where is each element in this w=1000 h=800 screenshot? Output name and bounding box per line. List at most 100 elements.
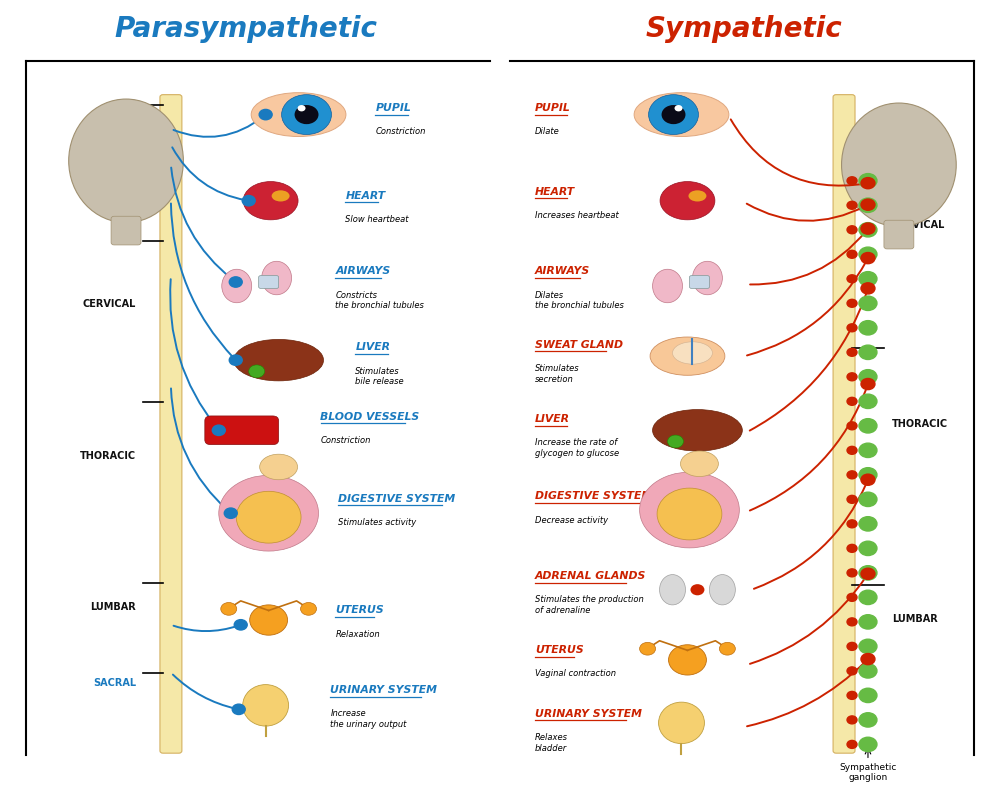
Circle shape [847, 275, 857, 282]
Text: Dilate: Dilate [535, 127, 560, 136]
Circle shape [861, 474, 875, 486]
Text: LUMBAR: LUMBAR [892, 614, 938, 624]
Text: LUMBAR: LUMBAR [90, 602, 136, 612]
Circle shape [847, 422, 857, 430]
Text: Sympathetic
ganglion: Sympathetic ganglion [839, 762, 897, 782]
Circle shape [847, 618, 857, 626]
Circle shape [662, 105, 685, 124]
Circle shape [232, 704, 245, 714]
Ellipse shape [680, 451, 718, 477]
Circle shape [859, 541, 877, 555]
Circle shape [249, 365, 265, 378]
Ellipse shape [250, 605, 288, 635]
FancyBboxPatch shape [259, 276, 279, 288]
Circle shape [859, 394, 877, 409]
Text: CERVICAL: CERVICAL [892, 220, 945, 230]
Ellipse shape [236, 491, 301, 543]
Text: Stimulates
bile release: Stimulates bile release [355, 366, 404, 386]
Circle shape [859, 688, 877, 702]
Circle shape [861, 178, 875, 189]
Ellipse shape [842, 103, 956, 226]
Circle shape [847, 471, 857, 479]
Ellipse shape [640, 472, 739, 548]
Ellipse shape [222, 270, 252, 302]
Text: DIGESTIVE SYSTEM: DIGESTIVE SYSTEM [338, 494, 456, 504]
Text: Constriction: Constriction [375, 127, 426, 136]
Circle shape [861, 654, 875, 665]
Circle shape [859, 198, 877, 213]
Circle shape [221, 602, 237, 615]
Circle shape [861, 199, 875, 210]
Ellipse shape [219, 475, 319, 551]
Circle shape [859, 345, 877, 359]
FancyBboxPatch shape [111, 216, 141, 245]
Circle shape [859, 443, 877, 458]
Circle shape [690, 584, 704, 595]
Ellipse shape [669, 645, 706, 675]
Text: Increase the rate of
glycogen to glucose: Increase the rate of glycogen to glucose [535, 438, 619, 458]
FancyBboxPatch shape [689, 276, 709, 288]
Circle shape [649, 94, 698, 134]
Ellipse shape [657, 488, 722, 540]
Ellipse shape [634, 93, 729, 137]
Circle shape [242, 195, 255, 206]
Circle shape [859, 590, 877, 605]
Ellipse shape [234, 339, 323, 381]
Circle shape [861, 378, 875, 390]
Circle shape [859, 418, 877, 433]
Ellipse shape [653, 410, 742, 451]
Circle shape [847, 250, 857, 258]
Text: Increases heartbeat: Increases heartbeat [535, 211, 619, 220]
Circle shape [859, 370, 877, 384]
Text: SACRAL: SACRAL [93, 678, 136, 688]
Text: Parasympathetic: Parasympathetic [114, 15, 377, 43]
Circle shape [668, 435, 683, 448]
Circle shape [847, 667, 857, 675]
Circle shape [640, 642, 656, 655]
Ellipse shape [653, 270, 682, 302]
Text: Relaxation: Relaxation [335, 630, 380, 638]
Circle shape [847, 226, 857, 234]
Ellipse shape [659, 702, 704, 744]
Text: Stimulates
secretion: Stimulates secretion [535, 364, 580, 383]
Circle shape [859, 492, 877, 506]
Circle shape [859, 738, 877, 751]
Text: THORACIC: THORACIC [892, 419, 948, 429]
FancyBboxPatch shape [160, 94, 182, 753]
Circle shape [719, 642, 735, 655]
Circle shape [847, 202, 857, 210]
Text: CERVICAL: CERVICAL [83, 299, 136, 310]
Circle shape [847, 594, 857, 602]
Ellipse shape [243, 685, 289, 726]
Text: Relaxes
bladder: Relaxes bladder [535, 734, 568, 753]
Ellipse shape [251, 93, 346, 137]
FancyBboxPatch shape [884, 220, 914, 249]
Circle shape [859, 321, 877, 335]
Text: Decrease activity: Decrease activity [535, 515, 608, 525]
Text: Stimulates activity: Stimulates activity [338, 518, 417, 527]
Text: HEART: HEART [535, 186, 575, 197]
Ellipse shape [243, 182, 298, 220]
Circle shape [861, 223, 875, 234]
Text: SWEAT GLAND: SWEAT GLAND [535, 340, 623, 350]
Circle shape [847, 348, 857, 356]
Text: HEART: HEART [345, 190, 386, 201]
Ellipse shape [692, 262, 722, 294]
Ellipse shape [650, 337, 725, 375]
Circle shape [259, 110, 272, 120]
Circle shape [229, 355, 242, 366]
Circle shape [847, 642, 857, 650]
Circle shape [859, 272, 877, 286]
Circle shape [847, 495, 857, 503]
Circle shape [282, 94, 331, 134]
Ellipse shape [69, 99, 183, 222]
Circle shape [847, 324, 857, 332]
Circle shape [212, 425, 225, 435]
Text: Dilates
the bronchial tubules: Dilates the bronchial tubules [535, 290, 624, 310]
Circle shape [859, 296, 877, 310]
Circle shape [859, 222, 877, 237]
Circle shape [301, 602, 317, 615]
Circle shape [847, 691, 857, 699]
Text: BLOOD VESSELS: BLOOD VESSELS [320, 411, 420, 422]
Circle shape [847, 373, 857, 381]
